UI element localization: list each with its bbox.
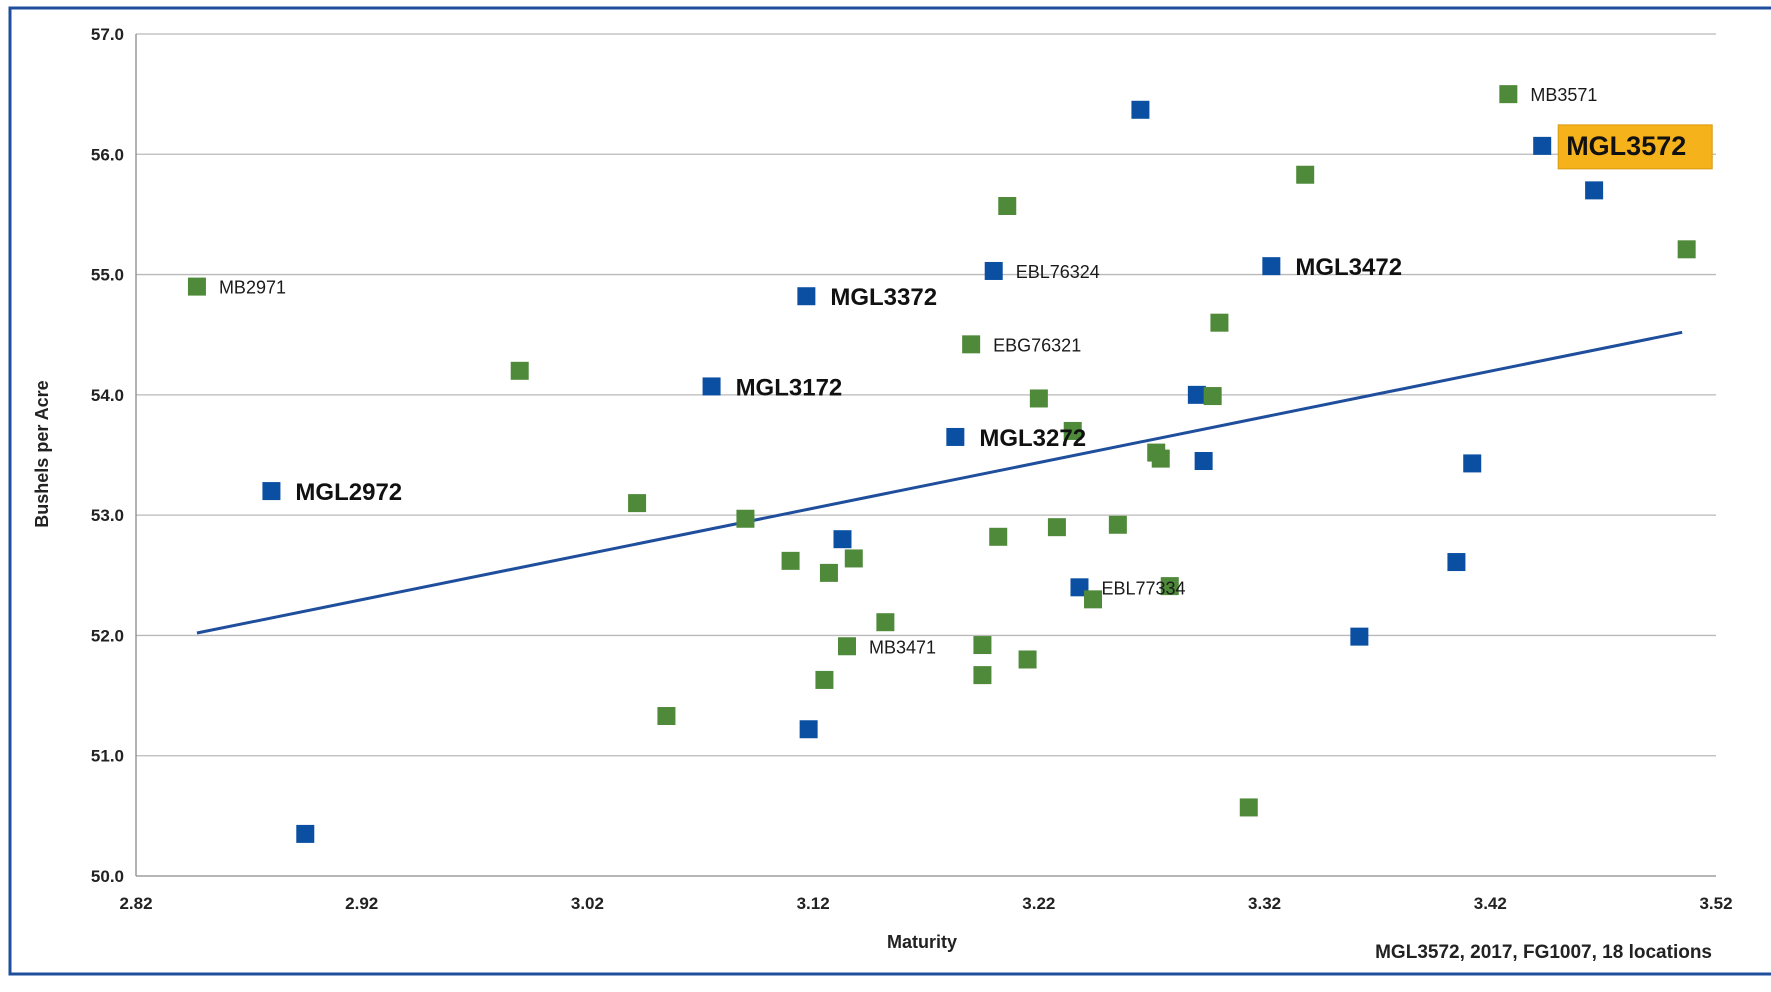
data-point (973, 636, 992, 655)
data-point (797, 287, 816, 306)
data-point (1070, 578, 1089, 597)
data-point (1447, 553, 1466, 572)
chart-frame (8, 6, 1771, 976)
data-point (296, 824, 315, 843)
data-point (262, 482, 281, 501)
point-label: MGL3472 (1295, 254, 1402, 281)
x-tick-label: 3.12 (797, 894, 830, 913)
x-axis-title: Maturity (887, 932, 957, 952)
axes: 50.0 51.0 52.0 53.0 54.0 55.0 56.0 57.0 2.82 2.92… (91, 25, 1733, 913)
y-tick-label: 50.0 (91, 867, 124, 886)
y-tick-label: 57.0 (91, 25, 124, 44)
data-point (1063, 421, 1082, 440)
data-point (838, 637, 856, 656)
data-point (973, 666, 992, 685)
point-label: EBL77334 (1101, 578, 1185, 598)
data-point (989, 527, 1008, 546)
data-point (844, 549, 863, 568)
data-point (815, 670, 834, 689)
data-point (1239, 798, 1258, 817)
y-axis-title: Bushels per Acre (32, 380, 52, 527)
data-point (1677, 240, 1696, 259)
data-point (781, 551, 800, 570)
data-point (1203, 387, 1222, 406)
data-point (998, 197, 1017, 216)
data-point (984, 261, 1003, 280)
x-tick-label: 3.52 (1699, 894, 1732, 913)
data-point (510, 361, 529, 380)
data-point (799, 720, 818, 739)
x-tick-label: 3.42 (1474, 894, 1507, 913)
data-point (1463, 454, 1482, 473)
point-label: MGL3172 (736, 374, 843, 401)
data-point (1296, 165, 1315, 184)
data-point (946, 427, 965, 446)
gridlines (136, 33, 1716, 757)
data-point (1350, 627, 1369, 646)
data-point (819, 563, 838, 582)
data-point (1108, 515, 1127, 534)
data-point (657, 707, 676, 726)
point-label: MGL3272 (979, 425, 1086, 452)
data-point (962, 335, 981, 354)
point-label: EBL76324 (1016, 262, 1100, 282)
data-point (1151, 449, 1170, 468)
data-point (1018, 650, 1037, 669)
data-point (1585, 181, 1604, 200)
data-points (187, 85, 1696, 843)
data-point (1210, 313, 1229, 332)
point-label: MGL3572 (1566, 131, 1686, 161)
highlight-box (1557, 124, 1713, 170)
y-tick-label: 52.0 (91, 626, 124, 645)
data-point (1262, 257, 1281, 276)
point-label: MGL3372 (830, 284, 937, 311)
x-tick-label: 3.32 (1248, 894, 1281, 913)
data-point (1029, 389, 1048, 408)
data-point (1533, 136, 1552, 155)
data-point (833, 530, 852, 549)
x-tick-label: 2.82 (119, 894, 152, 913)
data-point (1084, 590, 1103, 609)
point-label: MB3571 (1530, 85, 1597, 105)
x-tick-label: 2.92 (345, 894, 378, 913)
data-point (1160, 577, 1179, 596)
data-point (876, 613, 895, 632)
trendline-group (196, 330, 1683, 635)
y-tick-label: 51.0 (91, 747, 124, 766)
data-point (736, 509, 755, 528)
data-point (187, 277, 206, 296)
data-point (1131, 100, 1150, 119)
data-point (702, 377, 721, 396)
data-point (1187, 385, 1206, 404)
y-tick-label: 54.0 (91, 386, 124, 405)
y-tick-label: 53.0 (91, 506, 124, 525)
point-label: MB2971 (219, 278, 286, 298)
point-label: MGL2972 (295, 479, 402, 506)
point-label: MB3471 (869, 637, 936, 657)
x-tick-label: 3.02 (571, 894, 604, 913)
point-label: EBG76321 (993, 335, 1081, 355)
y-tick-label: 56.0 (91, 145, 124, 164)
data-point (1194, 452, 1213, 471)
point-labels: MGL2972 MGL3172 MGL3372 MGL3272 EBL76324 EBL7… (219, 85, 1713, 657)
trendline (196, 330, 1683, 635)
data-point (1047, 518, 1066, 537)
data-point (628, 494, 647, 513)
x-tick-label: 3.22 (1022, 894, 1055, 913)
chart-note: MGL3572, 2017, FG1007, 18 locations (1375, 942, 1712, 963)
y-tick-label: 55.0 (91, 266, 124, 285)
data-point (1499, 85, 1518, 104)
